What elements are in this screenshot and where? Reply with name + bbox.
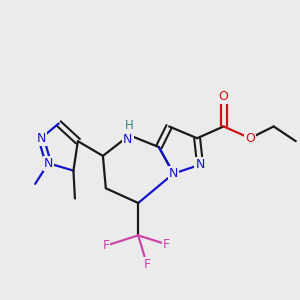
Text: O: O <box>245 132 255 145</box>
Text: N: N <box>169 167 178 180</box>
Text: F: F <box>102 239 110 252</box>
Text: N: N <box>195 158 205 171</box>
Text: N: N <box>36 132 46 145</box>
Text: H: H <box>125 119 134 132</box>
Text: N: N <box>123 133 133 146</box>
Text: N: N <box>44 157 53 170</box>
Text: F: F <box>163 238 170 251</box>
Text: F: F <box>143 258 151 271</box>
Text: O: O <box>219 91 229 103</box>
